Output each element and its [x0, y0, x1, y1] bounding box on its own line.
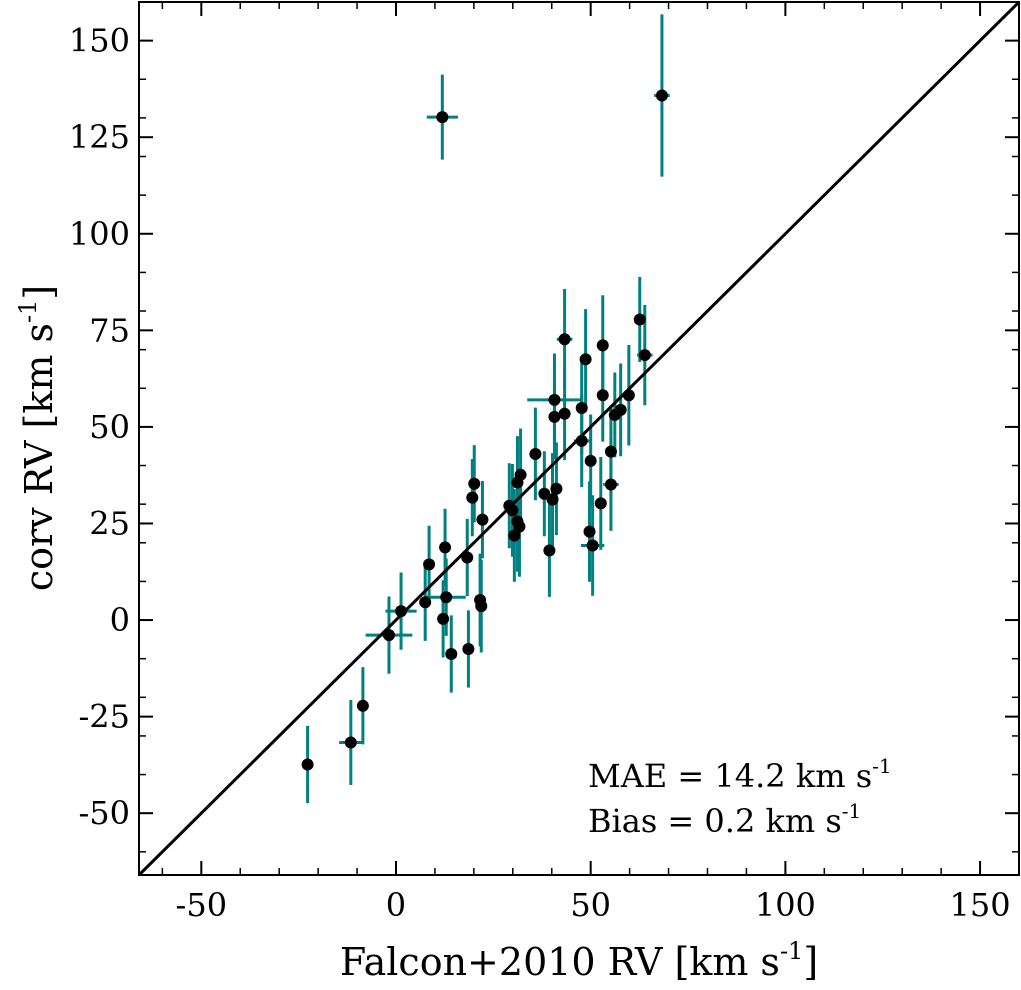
bias-annotation: Bias = 0.2 km s-1: [588, 799, 861, 840]
x-tick-label: 0: [386, 886, 406, 924]
point-marker: [614, 403, 627, 416]
point-marker: [475, 600, 488, 613]
point-marker: [575, 434, 588, 447]
point-marker: [395, 605, 408, 618]
point-marker: [543, 544, 556, 557]
point-marker: [513, 520, 526, 533]
point-marker: [514, 468, 527, 481]
axis-ticks: -50 0 50 100 150 -50 -25 0 25 50 75 100 125 150: [69, 1, 1020, 924]
y-tick-label: -25: [78, 698, 130, 736]
point-marker: [445, 648, 458, 661]
point-marker: [508, 529, 521, 542]
point-marker: [596, 389, 609, 402]
point-marker: [462, 643, 475, 656]
x-tick-label: 50: [570, 886, 611, 924]
y-tick-label: -50: [78, 794, 130, 832]
x-tick-label: 150: [950, 886, 1011, 924]
y-tick-label: 0: [110, 601, 130, 639]
point-marker: [622, 389, 635, 402]
point-marker: [548, 410, 561, 423]
point-marker: [356, 699, 369, 712]
point-marker: [476, 513, 489, 526]
plot-marks: [137, 0, 1021, 877]
point-marker: [440, 591, 453, 604]
point-marker: [548, 393, 561, 406]
x-tick-label: -50: [176, 886, 228, 924]
point-marker: [423, 558, 436, 571]
point-marker: [419, 596, 432, 609]
y-tick-label: 100: [69, 215, 130, 253]
point-marker: [558, 407, 571, 420]
y-tick-label: 150: [69, 22, 130, 60]
point-marker: [301, 758, 314, 771]
y-tick-label: 75: [89, 311, 130, 349]
point-marker: [558, 333, 571, 346]
point-marker: [436, 111, 449, 124]
point-marker: [583, 525, 596, 538]
x-axis-label: Falcon+2010 RV [km s-1]: [340, 937, 818, 984]
point-marker: [506, 504, 519, 517]
y-tick-label: 125: [69, 118, 130, 156]
x-tick-label: 100: [755, 886, 816, 924]
point-marker: [604, 478, 617, 491]
point-marker: [633, 313, 646, 326]
point-marker: [529, 447, 542, 460]
point-marker: [546, 493, 559, 506]
point-marker: [604, 445, 617, 458]
point-marker: [575, 401, 588, 414]
point-marker: [550, 482, 563, 495]
point-marker: [594, 497, 607, 510]
point-marker: [655, 89, 668, 102]
y-tick-label: 50: [89, 408, 130, 446]
point-marker: [461, 551, 474, 564]
point-marker: [579, 353, 592, 366]
point-marker: [586, 539, 599, 552]
point-marker: [466, 491, 479, 504]
y-axis-label: corv RV [km s-1]: [14, 285, 61, 591]
plot-frame: [138, 1, 1020, 876]
point-marker: [584, 454, 597, 467]
point-marker: [344, 736, 357, 749]
point-marker: [638, 349, 651, 362]
point-marker: [468, 477, 481, 490]
mae-annotation: MAE = 14.2 km s-1: [588, 754, 892, 795]
point-marker: [382, 629, 395, 642]
point-marker: [439, 541, 452, 554]
point-marker: [437, 612, 450, 625]
y-tick-label: 25: [89, 504, 130, 542]
point-marker: [596, 339, 609, 352]
